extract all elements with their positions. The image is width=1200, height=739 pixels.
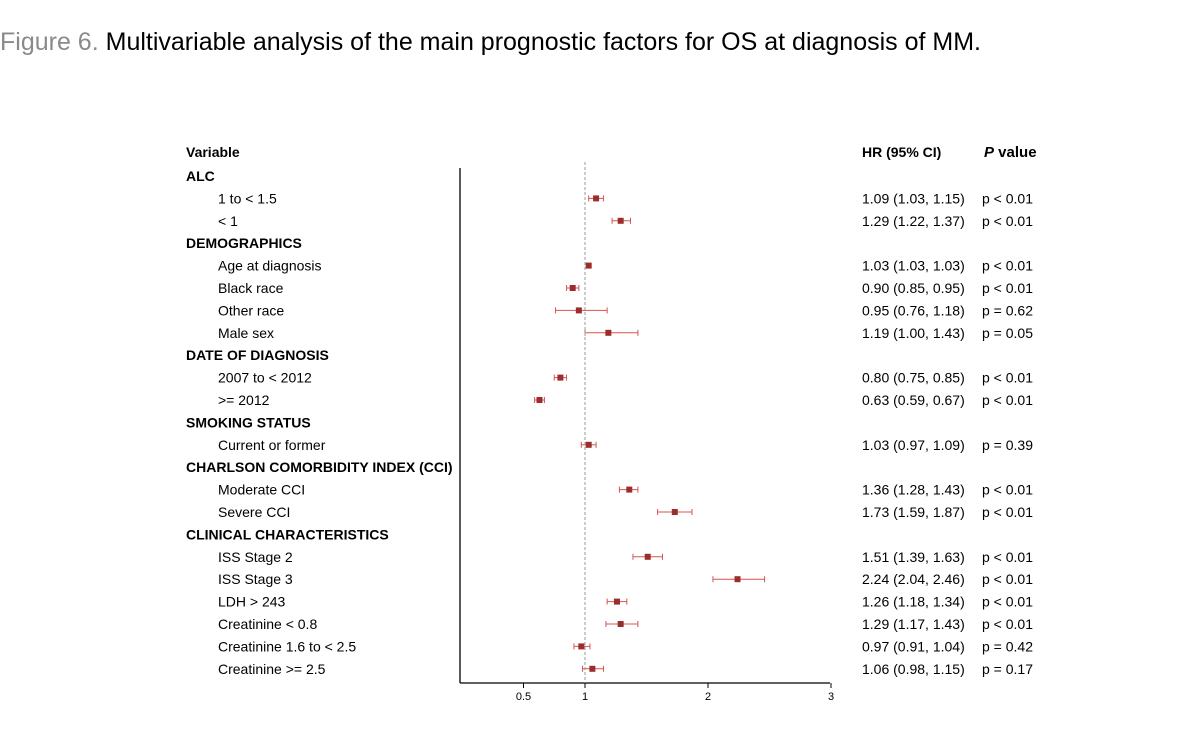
- hr-point: [613, 598, 620, 605]
- hr-point: [575, 307, 582, 314]
- x-tick-label: 2: [705, 691, 711, 703]
- row-label: >= 2012: [218, 392, 270, 408]
- p-value: p < 0.01: [982, 280, 1033, 296]
- group-header: DEMOGRAPHICS: [186, 235, 302, 251]
- p-value: p < 0.01: [982, 190, 1033, 206]
- group-header: CHARLSON COMORBIDITY INDEX (CCI): [186, 459, 453, 475]
- row-label: Creatinine < 0.8: [218, 616, 317, 632]
- p-value: p = 0.39: [982, 437, 1033, 453]
- hr-point: [644, 553, 651, 560]
- x-tick-label: 0.5: [516, 691, 531, 703]
- row-label: Creatinine 1.6 to < 2.5: [218, 638, 356, 654]
- hr-ci-value: 1.29 (1.17, 1.43): [862, 616, 965, 632]
- hr-point: [617, 217, 624, 224]
- hr-ci-value: 1.36 (1.28, 1.43): [862, 482, 965, 498]
- row-label: Black race: [218, 280, 284, 296]
- hr-point: [569, 285, 576, 291]
- figure-caption: Figure 6. Multivariable analysis of the …: [0, 28, 981, 57]
- hr-point: [536, 397, 543, 403]
- p-value: p = 0.62: [982, 302, 1033, 318]
- p-value: p < 0.01: [982, 370, 1033, 386]
- p-value: p < 0.01: [982, 571, 1033, 587]
- p-value: p < 0.01: [982, 549, 1033, 565]
- row-label: Creatinine >= 2.5: [218, 661, 326, 677]
- variable-column-header: Variable: [186, 144, 240, 160]
- hr-ci-value: 1.26 (1.18, 1.34): [862, 594, 965, 610]
- hr-point: [593, 195, 600, 202]
- p-value: p < 0.01: [982, 482, 1033, 498]
- row-label: Moderate CCI: [218, 482, 305, 498]
- hr-point: [605, 329, 612, 336]
- row-label: Age at diagnosis: [218, 258, 322, 274]
- row-label: 1 to < 1.5: [218, 190, 277, 206]
- row-label: Other race: [218, 302, 284, 318]
- group-header: DATE OF DIAGNOSIS: [186, 347, 329, 363]
- row-label: ISS Stage 3: [218, 571, 293, 587]
- hr-ci-value: 0.95 (0.76, 1.18): [862, 302, 965, 318]
- forest-axes: 0.5 1 2 3: [459, 162, 834, 703]
- row-label: Current or former: [218, 437, 326, 453]
- hr-ci-value: 2.24 (2.04, 2.46): [862, 571, 965, 587]
- row-label: Male sex: [218, 325, 274, 341]
- p-value-header-p: P: [984, 144, 995, 161]
- p-value: p < 0.01: [982, 616, 1033, 632]
- row-label: ISS Stage 2: [218, 549, 293, 565]
- hr-point: [557, 374, 564, 381]
- caption-text: Multivariable analysis of the main progn…: [105, 28, 982, 56]
- hr-point: [734, 576, 741, 583]
- row-label: < 1: [218, 213, 238, 229]
- p-value: p = 0.42: [982, 638, 1033, 654]
- figure-label: Figure 6.: [0, 28, 99, 56]
- row-label: LDH > 243: [218, 594, 286, 610]
- x-tick-label: 1: [582, 691, 588, 703]
- p-value-column-header: P value: [984, 144, 1037, 161]
- row-label: 2007 to < 2012: [218, 370, 312, 386]
- row-label: Severe CCI: [218, 504, 290, 520]
- group-header: ALC: [186, 168, 215, 184]
- hr-ci-value: 0.97 (0.91, 1.04): [862, 638, 965, 654]
- p-value: p = 0.17: [982, 661, 1033, 677]
- hr-ci-value: 0.90 (0.85, 0.95): [862, 280, 965, 296]
- hr-ci-value: 0.63 (0.59, 0.67): [862, 392, 965, 408]
- x-tick-label: 3: [828, 691, 834, 703]
- hr-ci-value: 0.80 (0.75, 0.85): [862, 370, 965, 386]
- p-value: p < 0.01: [982, 392, 1033, 408]
- p-value: p < 0.01: [982, 258, 1033, 274]
- hr-point: [617, 621, 624, 627]
- hr-ci-value: 1.51 (1.39, 1.63): [862, 549, 965, 565]
- hr-ci-value: 1.73 (1.59, 1.87): [862, 504, 965, 520]
- p-value: p = 0.05: [982, 325, 1033, 341]
- hr-ci-value: 1.03 (0.97, 1.09): [862, 437, 965, 453]
- p-value: p < 0.01: [982, 594, 1033, 610]
- p-value-header-rest: value: [994, 144, 1037, 161]
- hr-point: [585, 441, 592, 448]
- p-value: p < 0.01: [982, 504, 1033, 520]
- hr-point: [585, 262, 592, 269]
- group-header: SMOKING STATUS: [186, 414, 311, 430]
- hr-ci-value: 1.29 (1.22, 1.37): [862, 213, 965, 229]
- hr-point: [671, 509, 678, 515]
- group-header: CLINICAL CHARACTERISTICS: [186, 526, 389, 542]
- hr-point: [626, 486, 633, 493]
- hr-point: [589, 665, 596, 672]
- hr-ci-value: 1.06 (0.98, 1.15): [862, 661, 965, 677]
- hr-point: [578, 643, 585, 650]
- hr-ci-value: 1.09 (1.03, 1.15): [862, 190, 965, 206]
- hr-column-header: HR (95% CI): [862, 144, 941, 160]
- hr-ci-value: 1.03 (1.03, 1.03): [862, 258, 965, 274]
- p-value: p < 0.01: [982, 213, 1033, 229]
- hr-ci-value: 1.19 (1.00, 1.43): [862, 325, 965, 341]
